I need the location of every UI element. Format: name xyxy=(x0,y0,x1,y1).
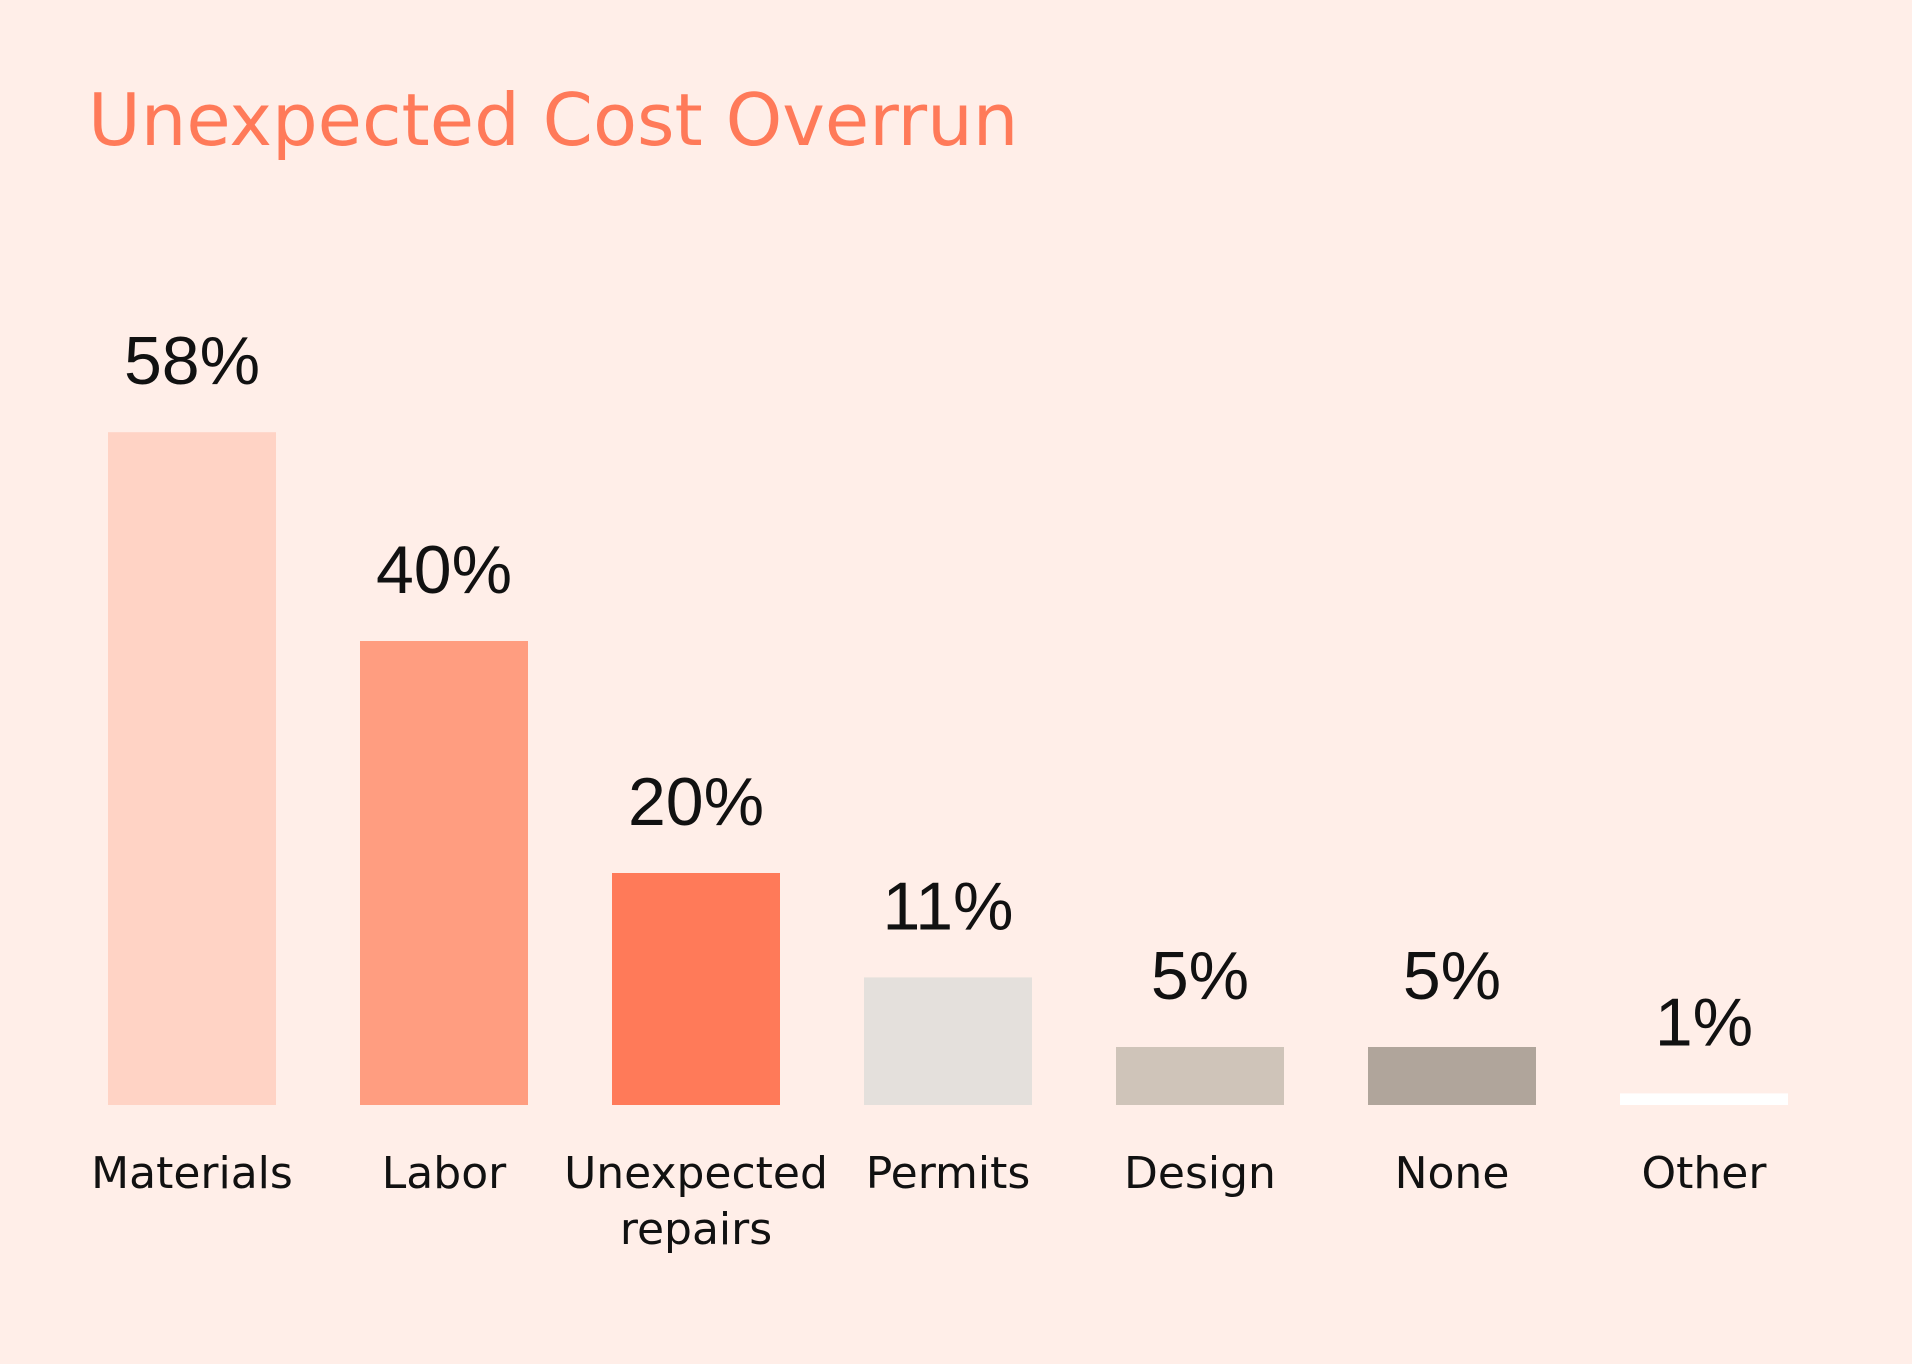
category-label: Design xyxy=(1124,1148,1276,1199)
category-label: None xyxy=(1395,1148,1510,1199)
bar-permits xyxy=(864,977,1032,1105)
category-label-line: Materials xyxy=(91,1148,293,1199)
bar-design xyxy=(1116,1047,1284,1105)
value-label: 5% xyxy=(1403,938,1501,1014)
category-label: Materials xyxy=(91,1148,293,1199)
bar-other xyxy=(1620,1093,1788,1105)
value-label: 58% xyxy=(124,323,260,399)
value-labels-group: 58% 40% 20% 11% 5% 5% 1% xyxy=(124,323,1753,1060)
category-label-line: Labor xyxy=(382,1148,507,1199)
category-label: Unexpected repairs xyxy=(564,1148,828,1255)
bar-none xyxy=(1368,1047,1536,1105)
value-label: 1% xyxy=(1655,984,1753,1060)
value-label: 20% xyxy=(628,764,764,840)
category-label: Permits xyxy=(866,1148,1031,1199)
bar-unexpected-repairs xyxy=(612,873,780,1105)
bar-labor xyxy=(360,641,528,1105)
value-label: 11% xyxy=(882,868,1013,944)
category-label: Other xyxy=(1642,1148,1768,1199)
category-label-line: Permits xyxy=(866,1148,1031,1199)
category-label-line: Design xyxy=(1124,1148,1276,1199)
value-label: 5% xyxy=(1151,938,1249,1014)
category-label-line: repairs xyxy=(620,1204,772,1255)
bars-group xyxy=(108,432,1788,1105)
category-labels-group: Materials Labor Unexpected repairs Permits De… xyxy=(91,1148,1767,1255)
category-label-line: None xyxy=(1395,1148,1510,1199)
bar-materials xyxy=(108,432,276,1105)
category-label-line: Other xyxy=(1642,1148,1768,1199)
category-label-line: Unexpected xyxy=(564,1148,828,1199)
chart-title: Unexpected Cost Overrun xyxy=(88,78,1019,162)
category-label: Labor xyxy=(382,1148,507,1199)
value-label: 40% xyxy=(376,532,512,608)
